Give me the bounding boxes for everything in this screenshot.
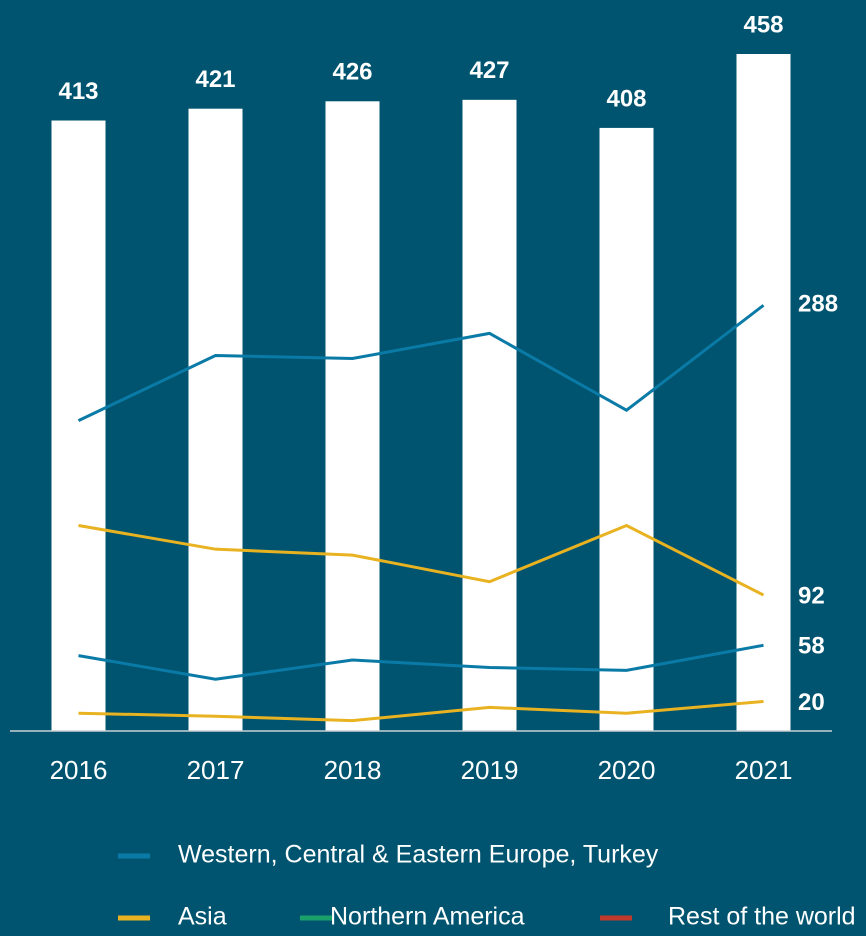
end-value-label: 20 [798,689,825,716]
bar [51,120,106,732]
x-tick-label: 2017 [187,755,245,785]
bar [325,101,380,731]
line-series [78,523,765,597]
bar [599,127,654,731]
x-tick-label: 2021 [735,755,793,785]
x-tick-label: 2016 [50,755,108,785]
x-tick-label: 2018 [324,755,382,785]
end-value-label: 92 [798,582,825,609]
line-series [78,699,764,723]
legend-label: Asia [178,903,227,931]
x-tick-label: 2019 [461,755,519,785]
x-tick-label: 2020 [598,755,656,785]
bar-value-label: 408 [606,85,646,112]
bar-value-label: 426 [332,59,372,86]
bar [462,99,517,732]
bar [736,54,791,731]
legend-label: Western, Central & Eastern Europe, Turke… [178,841,659,869]
end-value-label: 58 [798,633,825,660]
legend-label: Rest of the world [668,903,856,931]
bar [188,108,243,731]
bar-value-label: 421 [195,66,235,93]
bar-value-label: 427 [469,57,509,84]
bar-value-label: 413 [58,78,98,105]
line-series [78,643,764,681]
end-value-label: 288 [798,291,838,318]
bar-value-label: 458 [743,11,783,38]
legend-label: Northern America [330,903,525,931]
line-series [77,304,765,422]
